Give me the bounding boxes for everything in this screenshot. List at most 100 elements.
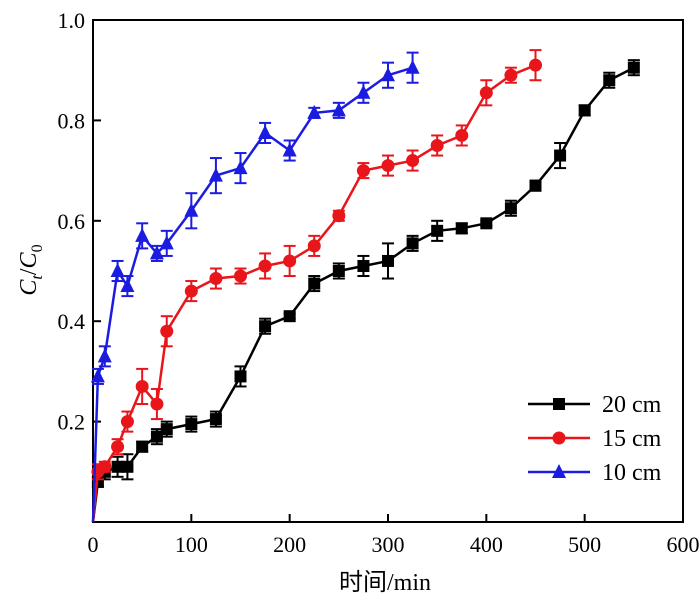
data-point (332, 209, 346, 223)
data-point (160, 324, 174, 338)
data-point (135, 379, 149, 393)
data-point (258, 124, 273, 139)
data-point (332, 265, 345, 277)
data-point (160, 423, 173, 436)
x-tick-label: 300 (372, 532, 405, 557)
y-tick-label: 1.0 (58, 8, 86, 33)
data-point (307, 104, 322, 119)
data-point (356, 84, 371, 99)
data-point (405, 59, 420, 74)
data-point (430, 139, 444, 152)
legend: 20 cm 15 cm 10 cm (528, 392, 662, 486)
data-point (283, 254, 297, 268)
y-title-sub-0: 0 (29, 244, 46, 252)
legend-item: 20 cm (528, 392, 662, 418)
data-point (110, 263, 125, 277)
data-point (184, 284, 198, 298)
y-tick-label: 0.6 (58, 209, 86, 234)
data-point (578, 104, 591, 117)
data-point (381, 67, 395, 82)
data-point (381, 159, 395, 173)
series-line (91, 66, 413, 523)
data-point (529, 58, 542, 72)
data-point (479, 86, 493, 100)
data-point (184, 202, 199, 217)
data-point (258, 259, 272, 273)
y-title-slash: / (16, 268, 42, 275)
data-point (627, 61, 640, 74)
data-point (149, 245, 164, 260)
svg-text:Ct/C0: Ct/C0 (16, 244, 46, 295)
y-title-c: C (16, 279, 42, 296)
y-title-c0: C (16, 251, 42, 268)
x-tick-label: 400 (470, 532, 503, 557)
x-tick-label: 500 (568, 532, 601, 557)
data-point (382, 254, 394, 267)
x-tick-label: 0 (88, 532, 99, 557)
data-point (234, 269, 247, 283)
data-point (554, 149, 567, 162)
series-line (91, 66, 635, 523)
data-point (455, 222, 468, 235)
data-point (233, 160, 248, 175)
data-point (234, 370, 247, 383)
data-point (603, 74, 616, 87)
data-point (357, 259, 370, 272)
data-point (98, 460, 112, 474)
y-tick-label: 0.4 (58, 309, 86, 334)
x-tick-label: 600 (667, 532, 700, 557)
data-point (406, 237, 419, 250)
x-tick-label: 100 (175, 532, 208, 557)
data-point (209, 272, 223, 286)
legend-label: 10 cm (602, 460, 662, 486)
data-point (159, 235, 174, 250)
data-point (111, 440, 125, 454)
data-point (120, 415, 134, 429)
legend-marker (553, 398, 565, 410)
data-point (150, 430, 163, 443)
legend-marker (552, 464, 566, 478)
data-point (529, 179, 542, 192)
axes: 0 100 200 300 400 500 600 0.2 0.4 0.6 0.8 1.0 (58, 8, 700, 557)
data-point (90, 368, 105, 383)
data-point (185, 418, 198, 431)
series-1 (91, 59, 640, 523)
legend-item: 15 cm (528, 426, 662, 452)
data-point (111, 460, 124, 473)
legend-item: 10 cm (528, 460, 662, 486)
legend-label: 15 cm (602, 426, 662, 452)
series-layer (90, 49, 640, 523)
data-point (208, 167, 223, 182)
data-point (307, 239, 321, 253)
data-point (331, 102, 346, 117)
data-point (504, 68, 518, 82)
data-point (209, 413, 222, 426)
data-point (136, 440, 149, 453)
y-axis-title: Ct/C0 (16, 244, 46, 295)
data-point (431, 224, 444, 237)
data-point (504, 202, 517, 215)
y-title-sub-t: t (29, 275, 46, 280)
x-axis-title: 时间/min (339, 569, 431, 596)
data-point (406, 154, 420, 168)
y-tick-label: 0.2 (58, 410, 86, 435)
series-2 (91, 49, 542, 523)
data-point (356, 164, 370, 178)
data-point (135, 227, 150, 242)
series-3 (90, 51, 420, 523)
data-point (120, 278, 135, 293)
x-tick-label: 200 (273, 532, 306, 557)
data-point (308, 277, 321, 290)
data-point (282, 142, 297, 157)
data-point (150, 397, 164, 411)
data-point (97, 348, 112, 363)
data-point (480, 217, 493, 230)
legend-label: 20 cm (602, 392, 662, 418)
data-point (283, 310, 296, 323)
y-tick-label: 0.8 (58, 108, 86, 133)
data-point (455, 128, 469, 142)
series-line (91, 64, 536, 523)
data-point (259, 320, 272, 333)
data-point (121, 460, 134, 473)
